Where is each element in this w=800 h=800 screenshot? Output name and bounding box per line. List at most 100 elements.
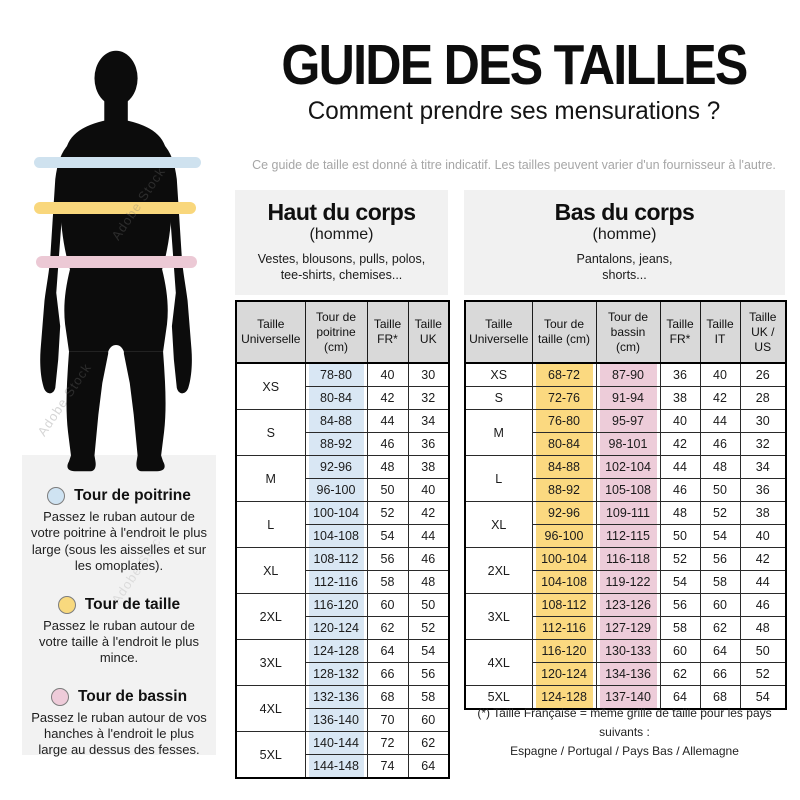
table-row: 144-148 74 64 bbox=[236, 754, 450, 779]
table-row: M 76-80 95-97 40 44 30 bbox=[464, 409, 787, 456]
universal-size-cell: L bbox=[464, 455, 533, 502]
value-cell: 26 bbox=[739, 362, 787, 387]
section-garments: Pantalons, jeans, shorts... bbox=[576, 252, 673, 283]
value-cell: 137-140 bbox=[595, 685, 661, 710]
universal-size-cell: 5XL bbox=[235, 731, 306, 779]
column-header: Taille UK / US bbox=[739, 300, 787, 364]
table-row: S 72-76 91-94 38 42 28 bbox=[464, 386, 787, 410]
legend-description: Passez le ruban autour de votre poitrine… bbox=[31, 509, 207, 574]
table-row: XL 92-96 109-111 48 52 38 bbox=[464, 501, 787, 548]
value-cell: 54 bbox=[699, 524, 741, 548]
universal-size-cell: XL bbox=[235, 547, 306, 594]
upper-body-size-table: Taille Universelle Tour de poitrine (cm) T… bbox=[235, 300, 450, 779]
table-row: XS 68-72 87-90 36 40 26 bbox=[464, 362, 787, 387]
value-cell: 136-140 bbox=[304, 708, 368, 732]
value-cell: 84-88 bbox=[304, 409, 368, 433]
lower-body-section-header: Bas du corps (homme) Pantalons, jeans, s… bbox=[464, 190, 785, 295]
value-cell: 74 bbox=[366, 754, 409, 779]
waist-color-dot-icon bbox=[57, 595, 76, 614]
value-cell: 46 bbox=[407, 547, 450, 571]
value-cell: 144-148 bbox=[304, 754, 368, 779]
value-cell: 42 bbox=[699, 386, 741, 410]
section-subtitle: (homme) bbox=[592, 226, 657, 244]
universal-size-cell: 3XL bbox=[235, 639, 306, 686]
value-cell: 72-76 bbox=[531, 386, 597, 410]
value-cell: 52 bbox=[699, 501, 741, 525]
table-row: 112-116 127-129 58 62 48 bbox=[465, 616, 787, 640]
value-cell: 91-94 bbox=[595, 386, 661, 410]
table-header-row: Taille Universelle Tour de taille (cm) Tou… bbox=[464, 300, 787, 364]
universal-size-cell: 3XL bbox=[464, 593, 533, 640]
value-cell: 54 bbox=[366, 524, 409, 548]
value-cell: 34 bbox=[407, 409, 450, 433]
table-row: 5XL 140-144 72 62 bbox=[235, 731, 450, 779]
page-title: GUIDE DES TAILLES bbox=[281, 33, 748, 97]
value-cell: 64 bbox=[659, 685, 701, 710]
column-header: Taille IT bbox=[699, 300, 741, 364]
value-cell: 40 bbox=[407, 478, 450, 502]
french-size-footnote: (*) Taille Française = même grille de ta… bbox=[464, 704, 785, 762]
table-row: 136-140 70 60 bbox=[236, 708, 450, 732]
value-cell: 76-80 bbox=[531, 409, 597, 433]
value-cell: 80-84 bbox=[531, 432, 597, 456]
section-garments: Vestes, blousons, pulls, polos, tee-shir… bbox=[257, 252, 426, 283]
value-cell: 62 bbox=[659, 662, 701, 686]
value-cell: 66 bbox=[366, 662, 409, 686]
value-cell: 50 bbox=[739, 639, 787, 663]
value-cell: 44 bbox=[699, 409, 741, 433]
value-cell: 66 bbox=[699, 662, 741, 686]
universal-size-cell: 2XL bbox=[464, 547, 533, 594]
value-cell: 36 bbox=[659, 362, 701, 387]
value-cell: 50 bbox=[407, 593, 450, 617]
value-cell: 34 bbox=[739, 455, 787, 479]
table-row: 4XL 132-136 68 58 bbox=[235, 685, 450, 732]
table-row: 4XL 116-120 130-133 60 64 50 bbox=[464, 639, 787, 686]
value-cell: 62 bbox=[699, 616, 741, 640]
value-cell: 112-116 bbox=[304, 570, 368, 594]
chest-measure-band bbox=[34, 157, 201, 168]
disclaimer-text: Ce guide de taille est donné à titre ind… bbox=[252, 158, 776, 172]
value-cell: 40 bbox=[699, 362, 741, 387]
column-header: Tour de bassin (cm) bbox=[595, 300, 661, 364]
table-row: XS 78-80 40 30 bbox=[235, 362, 450, 410]
value-cell: 72 bbox=[366, 731, 409, 755]
value-cell: 68 bbox=[366, 685, 409, 709]
value-cell: 42 bbox=[739, 547, 787, 571]
value-cell: 64 bbox=[366, 639, 409, 663]
value-cell: 84-88 bbox=[531, 455, 597, 479]
value-cell: 64 bbox=[699, 639, 741, 663]
hips-color-dot-icon bbox=[50, 687, 69, 706]
legend-item-chest: Tour de poitrine Passez le ruban autour … bbox=[22, 487, 216, 575]
value-cell: 44 bbox=[407, 524, 450, 548]
page-subtitle: Comment prendre ses mensurations ? bbox=[307, 96, 721, 125]
value-cell: 46 bbox=[659, 478, 701, 502]
table-row: 3XL 124-128 64 54 bbox=[235, 639, 450, 686]
value-cell: 100-104 bbox=[304, 501, 368, 525]
universal-size-cell: 4XL bbox=[464, 639, 533, 686]
value-cell: 46 bbox=[699, 432, 741, 456]
value-cell: 92-96 bbox=[304, 455, 368, 479]
value-cell: 38 bbox=[407, 455, 450, 479]
value-cell: 95-97 bbox=[595, 409, 661, 433]
value-cell: 52 bbox=[659, 547, 701, 571]
value-cell: 123-126 bbox=[595, 593, 661, 617]
hips-measure-band bbox=[36, 256, 197, 268]
value-cell: 42 bbox=[366, 386, 409, 410]
universal-size-cell: XS bbox=[464, 362, 533, 387]
column-header: Taille FR* bbox=[366, 300, 409, 364]
table-row: 120-124 134-136 62 66 52 bbox=[465, 662, 787, 686]
value-cell: 48 bbox=[699, 455, 741, 479]
table-row: 96-100 50 40 bbox=[236, 478, 450, 502]
value-cell: 105-108 bbox=[595, 478, 661, 502]
table-row: 3XL 108-112 123-126 56 60 46 bbox=[464, 593, 787, 640]
value-cell: 124-128 bbox=[304, 639, 368, 663]
value-cell: 60 bbox=[407, 708, 450, 732]
table-row: 5XL 124-128 137-140 64 68 54 bbox=[464, 685, 787, 710]
value-cell: 58 bbox=[659, 616, 701, 640]
value-cell: 119-122 bbox=[595, 570, 661, 594]
universal-size-cell: 2XL bbox=[235, 593, 306, 640]
table-row: 112-116 58 48 bbox=[236, 570, 450, 594]
value-cell: 109-111 bbox=[595, 501, 661, 525]
value-cell: 48 bbox=[366, 455, 409, 479]
value-cell: 32 bbox=[407, 386, 450, 410]
